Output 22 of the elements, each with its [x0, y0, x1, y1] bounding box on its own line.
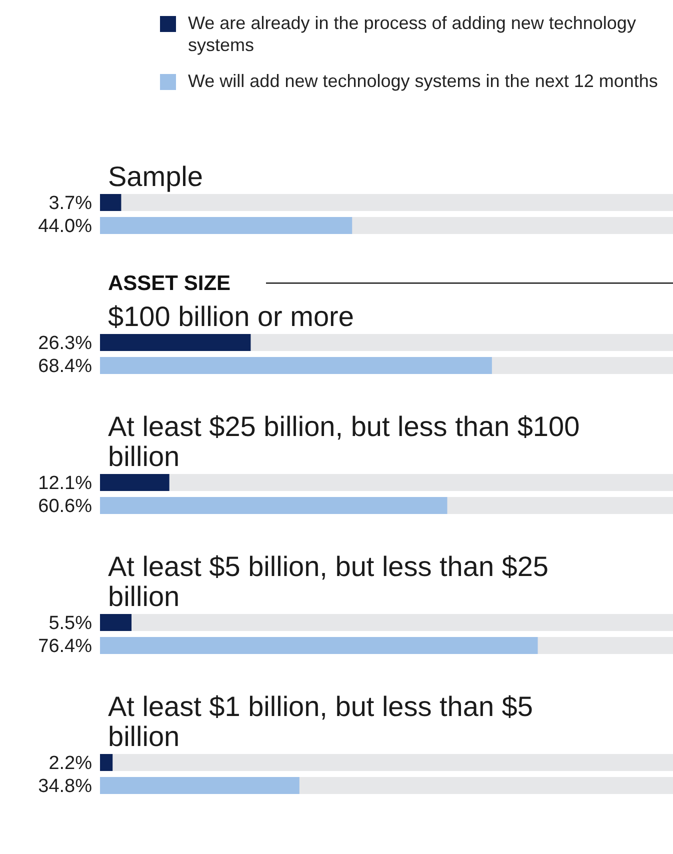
y-tick-label: At least $1 billion, but less than $5 billion — [108, 691, 533, 752]
bar — [100, 754, 113, 771]
data-label: 60.6% — [38, 496, 92, 518]
bar — [100, 194, 122, 211]
y-tick-label: Sample — [108, 161, 203, 192]
data-label: 76.4% — [38, 636, 92, 658]
bar — [100, 474, 170, 491]
annotation: ASSET SIZE — [108, 272, 231, 295]
y-tick-label: At least $25 billion, but less than $100 billion — [108, 411, 580, 472]
legend-label: We will add new technology systems in the next 12 months — [188, 70, 659, 92]
legend-label: We are already in the process of adding new technology systems — [188, 12, 637, 56]
data-label: 34.8% — [38, 776, 92, 798]
y-tick-label: At least $5 billion, but less than $25 billion — [108, 551, 549, 612]
data-label: 5.5% — [48, 613, 92, 634]
data-label: 68.4% — [38, 356, 92, 378]
data-label: 44.0% — [38, 216, 92, 238]
data-label: 2.2% — [48, 753, 92, 774]
y-tick-label: $100 billion or more — [108, 301, 354, 332]
data-label: 3.7% — [48, 193, 92, 214]
bar — [100, 614, 132, 631]
data-label: 12.1% — [38, 473, 92, 494]
data-label: 26.3% — [38, 333, 92, 354]
